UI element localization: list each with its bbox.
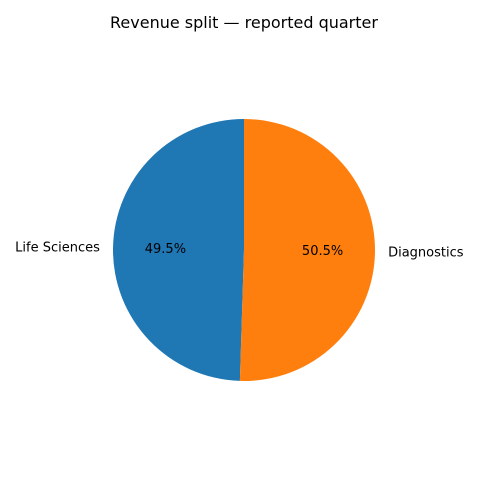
pie-slice-diagnostics	[239, 119, 376, 382]
pie-labels: Life Sciences 49.5% Diagnostics 50.5%	[15, 241, 464, 261]
slice-percent-label: 50.5%	[302, 244, 343, 259]
slice-percent-label: 49.5%	[145, 242, 186, 257]
slice-label: Life Sciences	[15, 241, 100, 256]
pie-slices	[113, 119, 376, 382]
slice-label: Diagnostics	[388, 245, 464, 260]
pie-slice-life-sciences	[113, 119, 244, 381]
chart-title: Revenue split — reported quarter	[110, 13, 378, 32]
